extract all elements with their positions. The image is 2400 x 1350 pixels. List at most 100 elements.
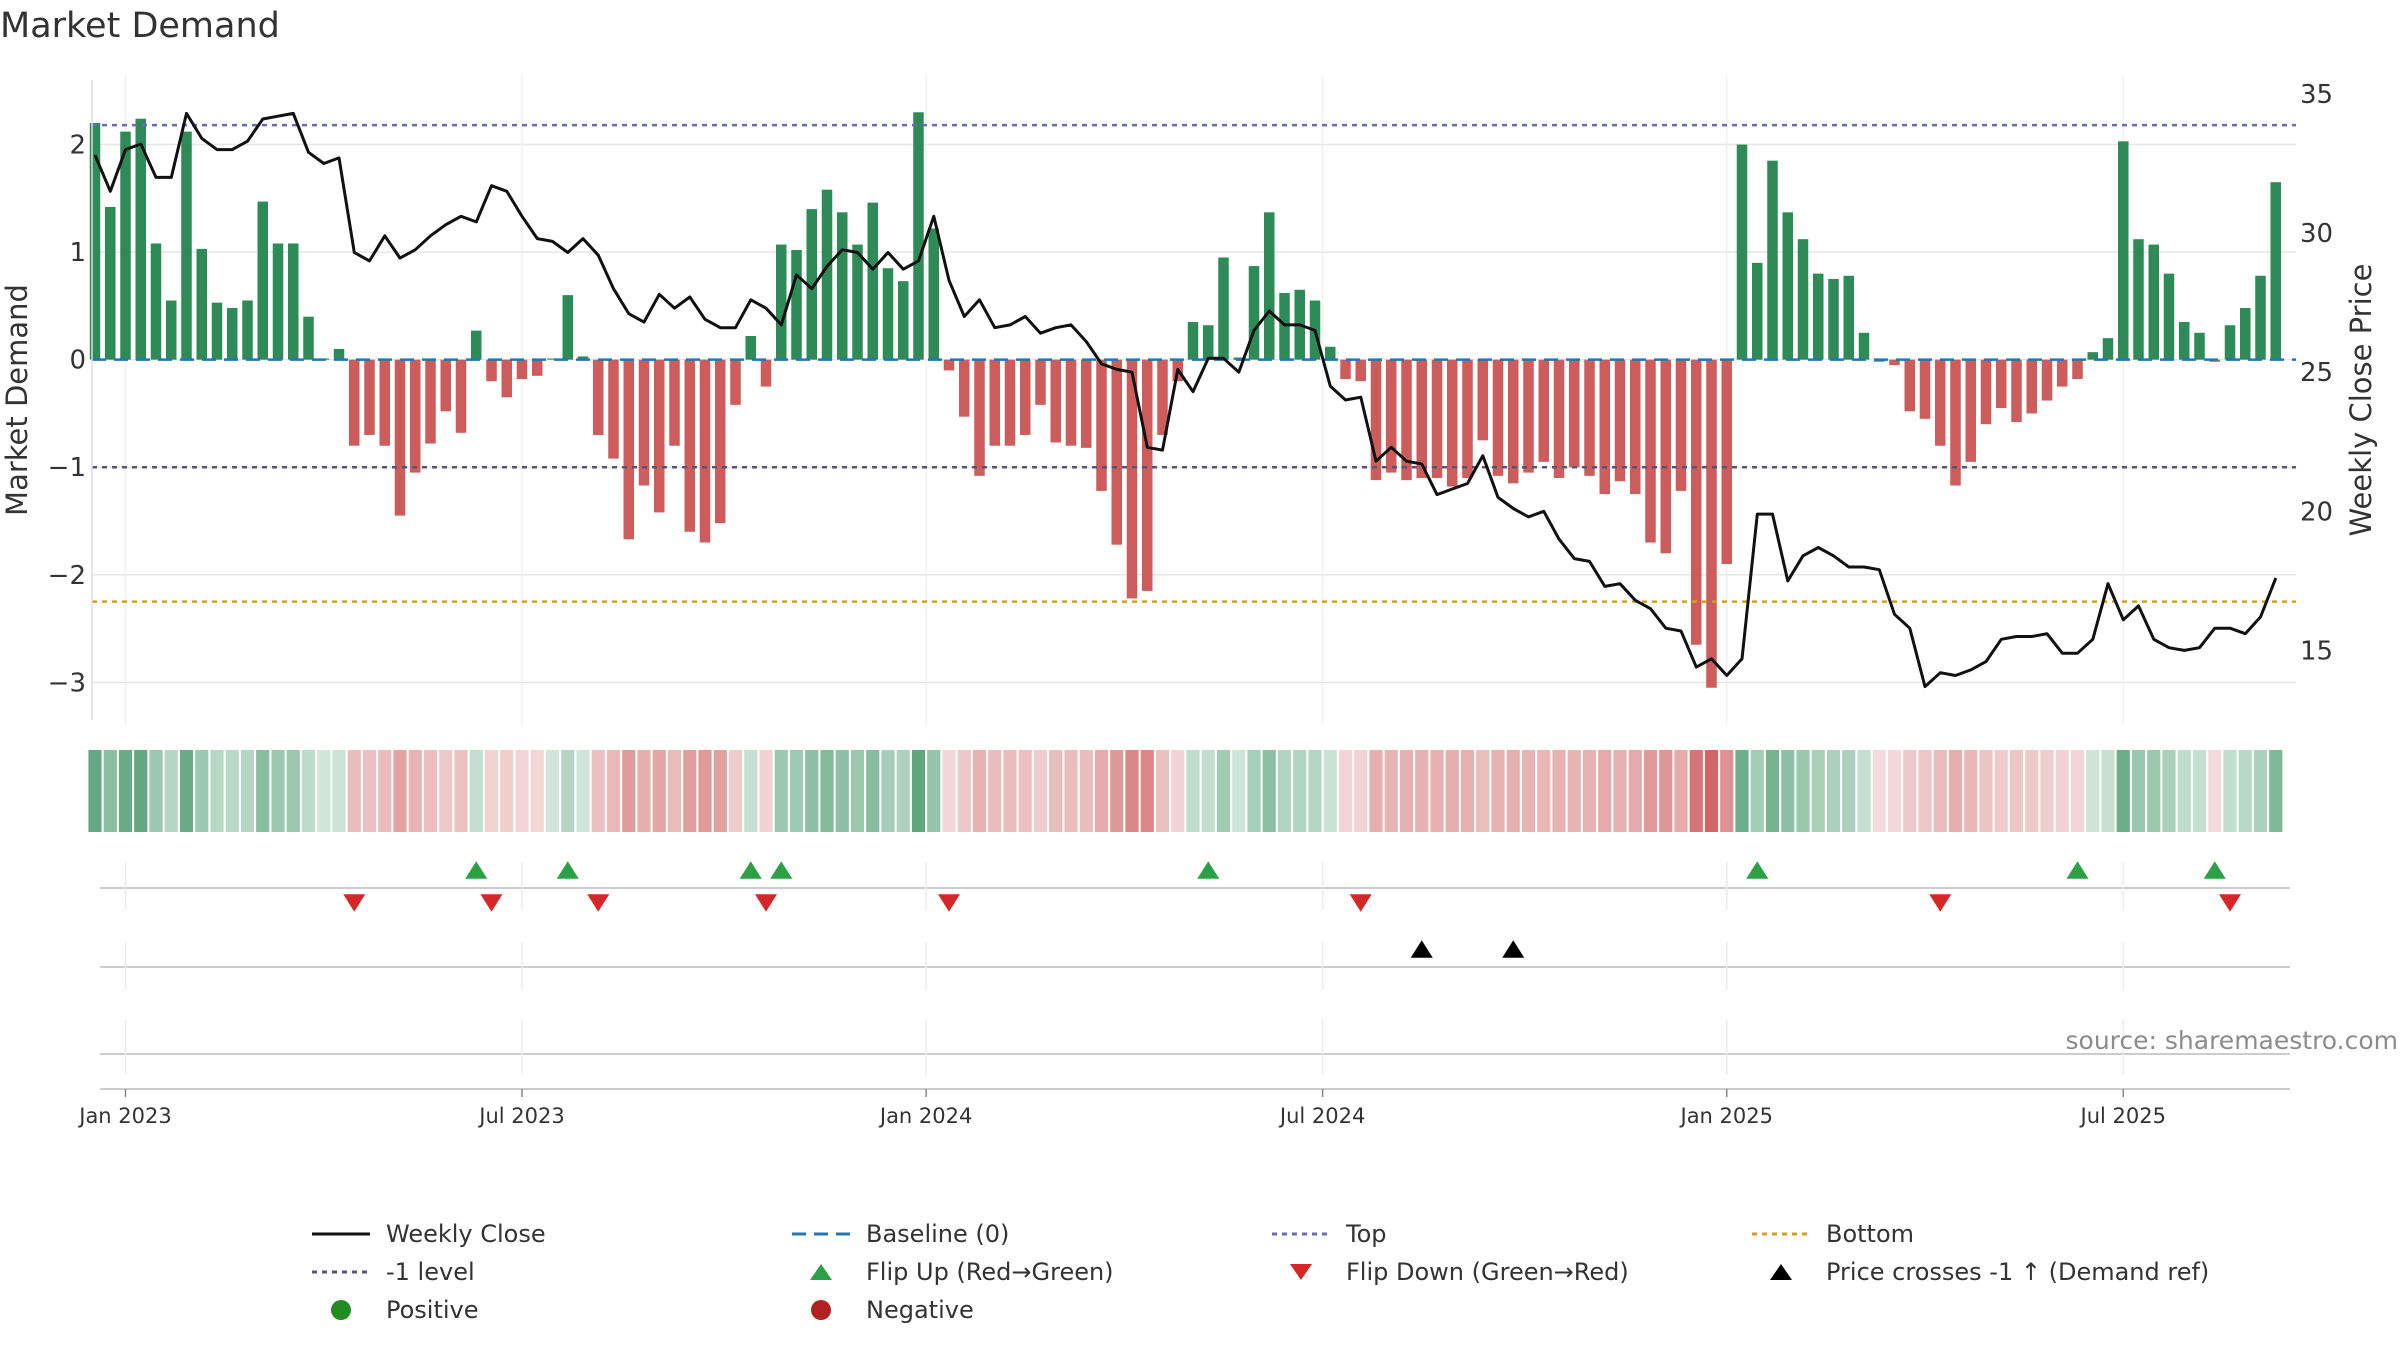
heat-cell bbox=[1918, 750, 1932, 832]
price-layer bbox=[93, 111, 2278, 689]
demand-bar bbox=[440, 359, 451, 412]
heat-cell bbox=[408, 750, 422, 832]
heat-cell bbox=[698, 750, 712, 832]
heat-cell bbox=[1232, 750, 1246, 832]
demand-bar bbox=[654, 359, 665, 513]
legend-label: Bottom bbox=[1826, 1220, 1915, 1248]
demand-bar bbox=[1096, 359, 1107, 491]
heat-cell bbox=[866, 750, 880, 832]
heat-cell bbox=[2086, 750, 2100, 832]
heat-cell bbox=[2055, 750, 2069, 832]
heat-cell bbox=[378, 750, 392, 832]
legend-symbol-price-cross bbox=[1770, 1264, 1792, 1280]
heat-cell bbox=[1171, 750, 1185, 832]
heat-cell bbox=[271, 750, 285, 832]
legend: Weekly Close Baseline (0) Top Bottom -1 leve… bbox=[310, 1216, 2300, 1336]
legend-label: Weekly Close bbox=[386, 1220, 546, 1248]
demand-bar bbox=[989, 359, 1000, 446]
demand-bar bbox=[1004, 359, 1016, 446]
x-tick-label: Jul 2024 bbox=[1278, 1104, 1365, 1128]
heat-cell bbox=[1933, 750, 1947, 832]
demand-bar bbox=[1248, 266, 1260, 360]
demand-bar bbox=[1325, 346, 1336, 360]
flip-up-marker bbox=[2203, 861, 2226, 879]
legend-symbol-weekly-close bbox=[312, 1232, 370, 1236]
demand-bar bbox=[89, 123, 101, 360]
demand-bar bbox=[1508, 359, 1519, 484]
heat-cell bbox=[2192, 750, 2207, 832]
heat-cell bbox=[1674, 750, 1688, 832]
heat-cell bbox=[683, 750, 697, 832]
demand-bar bbox=[349, 359, 360, 446]
heat-cell bbox=[744, 750, 758, 832]
heat-cell bbox=[835, 750, 849, 832]
demand-bar bbox=[2270, 182, 2281, 360]
heat-cell bbox=[515, 750, 529, 832]
heat-cell bbox=[759, 750, 773, 832]
demand-bar bbox=[2041, 359, 2053, 401]
heat-cell bbox=[1201, 750, 1215, 832]
demand-bar bbox=[1736, 144, 1748, 360]
demand-bar bbox=[1843, 275, 1854, 360]
heat-cell bbox=[896, 750, 910, 832]
heat-cell bbox=[622, 750, 636, 832]
demand-bar bbox=[1828, 278, 1839, 360]
heat-cell bbox=[1491, 750, 1505, 832]
heat-cell bbox=[1964, 750, 1978, 832]
chart-title: Market Demand bbox=[0, 6, 280, 46]
heat-cell bbox=[1064, 750, 1078, 832]
heat-cell bbox=[927, 750, 941, 832]
heat-cell bbox=[957, 750, 971, 832]
legend-item-price-cross: Price crosses -1 ↑ (Demand ref) bbox=[1750, 1254, 2209, 1290]
demand-bar bbox=[181, 131, 192, 360]
legend-symbol-minus1 bbox=[312, 1270, 370, 1274]
demand-bar bbox=[1447, 359, 1458, 487]
heat-cell bbox=[1552, 750, 1566, 832]
heat-cell bbox=[2223, 750, 2237, 832]
flip-up-marker bbox=[770, 861, 793, 879]
demand-bar bbox=[257, 201, 268, 360]
heat-cell bbox=[164, 750, 178, 832]
heat-cell bbox=[1460, 750, 1475, 832]
heat-cell bbox=[1857, 750, 1871, 832]
demand-bar bbox=[1645, 359, 1656, 543]
heat-cell bbox=[1384, 750, 1398, 832]
demand-bar bbox=[2026, 359, 2037, 414]
demand-bar bbox=[272, 243, 284, 360]
heat-cell bbox=[1445, 750, 1459, 832]
legend-label: Top bbox=[1346, 1220, 1387, 1248]
legend-symbol-positive bbox=[331, 1300, 351, 1320]
demand-bar bbox=[242, 300, 253, 360]
demand-bar bbox=[486, 359, 497, 382]
demand-bar bbox=[882, 268, 894, 360]
flip-down-marker bbox=[480, 894, 503, 912]
heat-cell bbox=[911, 750, 926, 832]
demand-bar bbox=[2163, 273, 2175, 360]
axes: Jan 2023 Jul 2023 Jan 2024 Jul 2024 Jan 2025… bbox=[0, 80, 2398, 1128]
heat-cell bbox=[1872, 750, 1886, 832]
demand-bar bbox=[501, 359, 512, 398]
heat-cell bbox=[1826, 750, 1841, 832]
heat-cell bbox=[210, 750, 224, 832]
left-tick-label: −3 bbox=[48, 668, 86, 698]
heat-cell bbox=[652, 750, 666, 832]
flip-up-marker bbox=[739, 861, 762, 879]
flip-up-marker bbox=[465, 861, 488, 879]
demand-bar bbox=[150, 243, 162, 360]
heat-cell bbox=[1994, 750, 2008, 832]
heat-cell bbox=[1582, 750, 1597, 832]
heat-cell bbox=[942, 750, 956, 832]
heat-cell bbox=[362, 750, 377, 832]
heat-cell bbox=[1125, 750, 1139, 832]
heat-cell bbox=[1110, 750, 1124, 832]
demand-bar bbox=[135, 118, 146, 360]
demand-bar bbox=[1996, 359, 2007, 409]
price-cross-marker bbox=[1410, 940, 1433, 958]
demand-bar bbox=[1630, 359, 1641, 495]
x-tick-label: Jan 2023 bbox=[77, 1104, 172, 1128]
demand-bar bbox=[166, 300, 177, 360]
left-tick-label: −2 bbox=[48, 561, 86, 591]
heat-cell bbox=[561, 750, 575, 832]
heat-cell bbox=[134, 750, 148, 832]
legend-label: Baseline (0) bbox=[866, 1220, 1010, 1248]
